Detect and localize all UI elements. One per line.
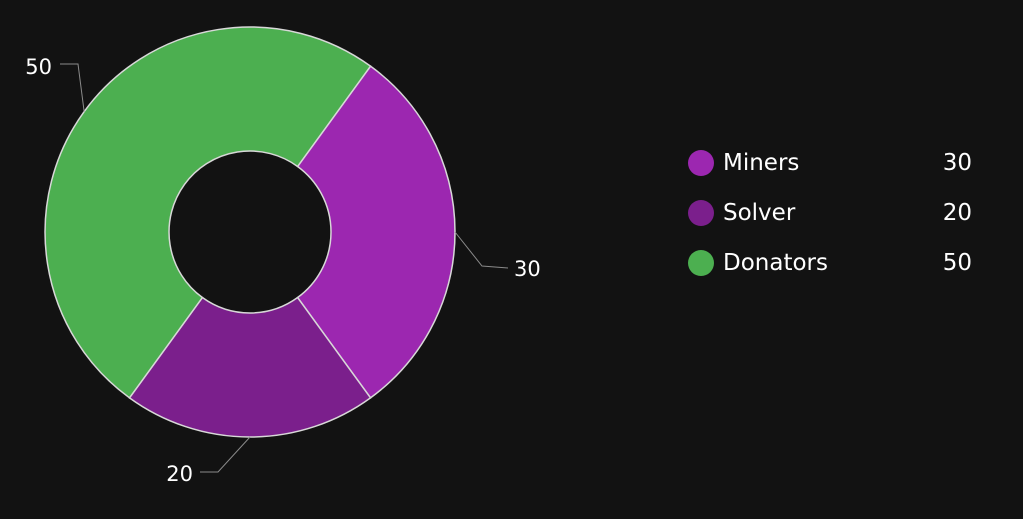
leader-line-donators [60,63,85,112]
leader-lines-layer [60,63,509,473]
legend-label: Donators [723,250,828,276]
data-labels-layer: 30 20 50 [25,55,540,486]
legend-swatch-donators [688,250,714,276]
legend-value: 20 [942,200,972,226]
legend-item-solver[interactable]: Solver 20 [688,195,988,245]
data-label-solver: 20 [166,462,193,486]
data-label-donators: 50 [25,55,52,79]
leader-line-solver [200,436,251,473]
slices-layer [44,26,456,438]
legend-value: 30 [942,150,972,176]
slice-solver[interactable] [128,296,372,438]
slice-miners[interactable] [296,65,456,399]
legend: Miners 30 Solver 20 Donators 50 [688,145,988,295]
legend-item-miners[interactable]: Miners 30 [688,145,988,195]
leader-line-miners [454,231,509,269]
legend-value: 50 [942,250,972,276]
data-label-miners: 30 [514,257,541,281]
slice-donators[interactable] [44,26,372,399]
legend-swatch-solver [688,200,714,226]
legend-item-donators[interactable]: Donators 50 [688,245,988,295]
legend-label: Miners [723,150,800,176]
legend-label: Solver [723,200,796,226]
legend-swatch-miners [688,150,714,176]
